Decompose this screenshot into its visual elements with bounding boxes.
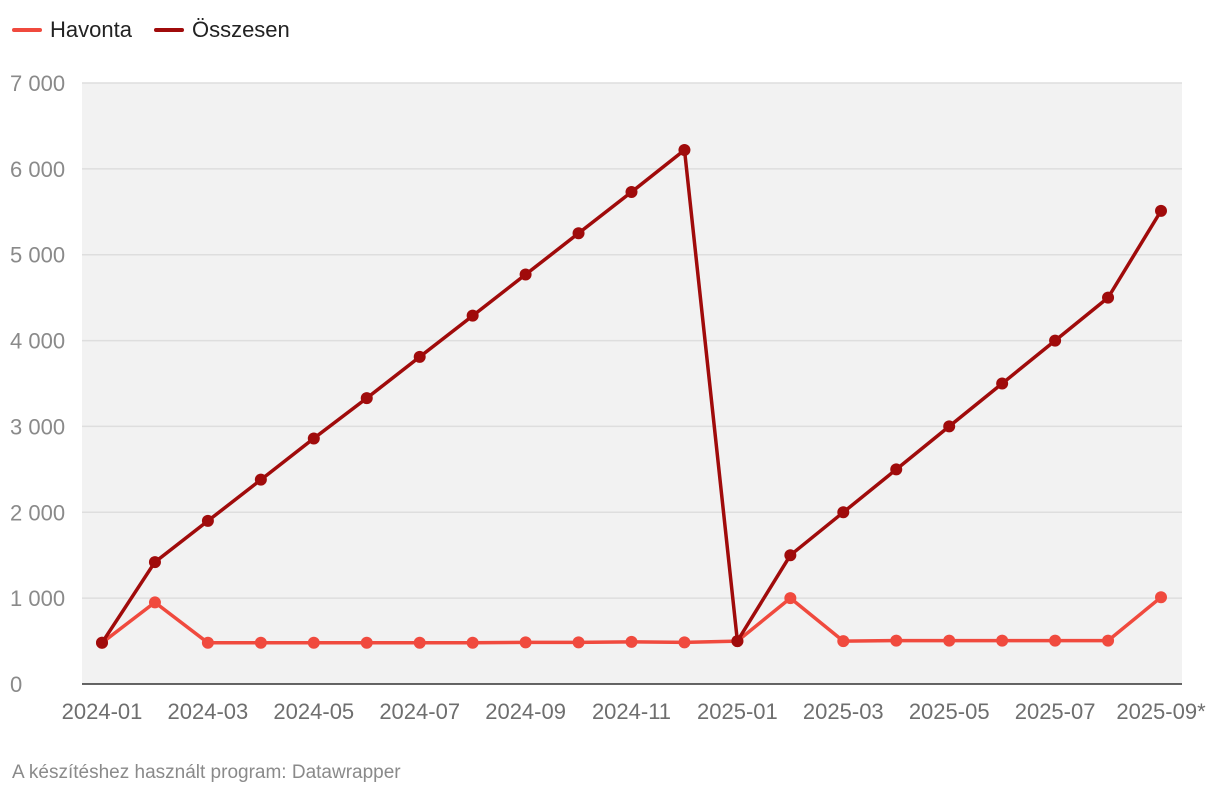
- data-point: [1049, 634, 1062, 647]
- data-point: [784, 549, 797, 562]
- data-point: [519, 268, 532, 281]
- line-chart: 0 1 000 2 000 3 000 4 000 5 000 6 000 7 000 2024…: [10, 71, 1206, 724]
- plot-background: [82, 83, 1182, 684]
- data-point: [201, 636, 214, 649]
- source-footer: A készítéshez használt program: Datawrap…: [12, 762, 401, 783]
- legend-item-havonta: Havonta: [12, 17, 132, 43]
- y-tick-label: 6 000: [10, 157, 65, 182]
- x-tick-label: 2024-07: [379, 699, 460, 724]
- x-tick-label: 2024-11: [592, 699, 671, 724]
- data-point: [254, 473, 267, 486]
- data-point: [890, 634, 903, 647]
- data-point: [996, 377, 1009, 390]
- legend-swatch-havonta: [12, 28, 42, 32]
- data-point: [307, 432, 320, 445]
- data-point: [148, 596, 161, 609]
- data-point: [784, 592, 797, 605]
- data-point: [625, 635, 638, 648]
- data-point: [678, 636, 691, 649]
- data-point: [519, 636, 532, 649]
- y-tick-label: 0: [10, 672, 22, 697]
- x-tick-label: 2024-09: [485, 699, 566, 724]
- data-point: [96, 636, 108, 649]
- data-point: [413, 636, 426, 649]
- data-point: [1102, 291, 1115, 304]
- x-tick-label: 2024-01: [62, 699, 143, 724]
- x-tick-label: 2024-03: [168, 699, 249, 724]
- data-point: [360, 636, 373, 649]
- y-tick-label: 2 000: [10, 500, 65, 525]
- data-point: [466, 636, 479, 649]
- data-point: [1155, 204, 1167, 217]
- data-point: [837, 506, 850, 519]
- data-point: [943, 420, 956, 433]
- data-point: [572, 636, 585, 649]
- y-tick-label: 3 000: [10, 414, 65, 439]
- data-point: [254, 636, 267, 649]
- data-point: [1102, 634, 1115, 647]
- data-point: [625, 186, 638, 199]
- y-tick-label: 5 000: [10, 243, 65, 268]
- data-point: [148, 556, 161, 569]
- data-point: [943, 634, 956, 647]
- y-tick-label: 4 000: [10, 329, 65, 354]
- x-tick-label: 2025-09*: [1116, 699, 1206, 724]
- x-tick-label: 2025-01: [697, 699, 778, 724]
- y-tick-label: 1 000: [10, 586, 65, 611]
- legend-label-osszesen: Összesen: [191, 17, 290, 42]
- data-point: [890, 463, 903, 476]
- y-tick-label: 7 000: [10, 71, 65, 96]
- x-tick-label: 2025-07: [1015, 699, 1096, 724]
- data-point: [466, 309, 479, 322]
- data-point: [678, 143, 691, 156]
- legend-label-havonta: Havonta: [50, 17, 132, 42]
- data-point: [201, 514, 214, 527]
- data-point: [1049, 334, 1062, 347]
- data-point: [996, 634, 1009, 647]
- data-point: [413, 350, 426, 363]
- data-point: [731, 635, 744, 648]
- data-point: [307, 636, 320, 649]
- legend: Havonta Összesen: [12, 14, 290, 46]
- data-point: [360, 392, 373, 405]
- data-point: [1155, 591, 1167, 604]
- x-tick-label: 2024-05: [273, 699, 354, 724]
- legend-swatch-osszesen: [153, 28, 184, 32]
- data-point: [837, 635, 850, 648]
- x-tick-label: 2025-03: [803, 699, 884, 724]
- x-tick-label: 2025-05: [909, 699, 990, 724]
- legend-item-osszesen: Összesen: [153, 17, 290, 43]
- data-point: [572, 227, 585, 240]
